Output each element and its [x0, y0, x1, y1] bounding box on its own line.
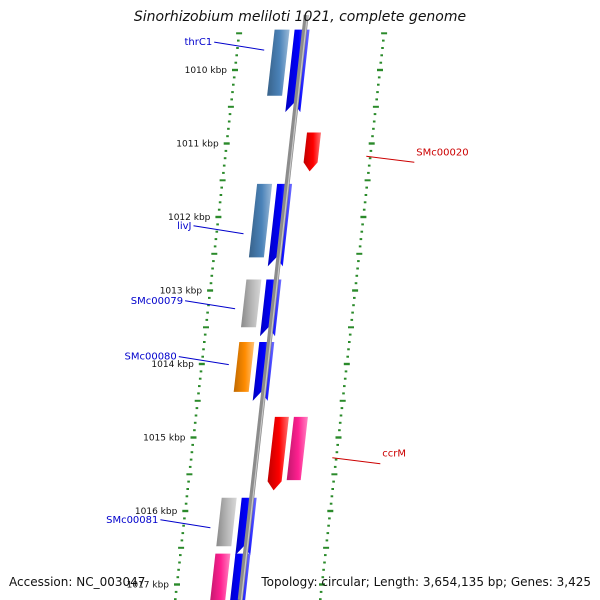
ruler: 1010 kbp 1011 kbp 1012 kbp 1013 kbp 1014 kbp…: [127, 66, 228, 591]
ruler-tick-label: 1016 kbp: [135, 507, 178, 517]
gene-label-leader: [332, 457, 381, 465]
ruler-tick-label: 1012 kbp: [168, 213, 211, 223]
gene-feature-forward: [267, 29, 290, 96]
tick-marks: [174, 32, 388, 600]
backbone-layer: [237, 14, 309, 600]
genome-backbone: [237, 14, 309, 600]
genome-summary-text: Topology: circular; Length: 3,654,135 bp…: [261, 575, 591, 589]
gene-label-leader: [185, 300, 236, 310]
ruler-tick-label: 1017 kbp: [127, 581, 170, 591]
gene-label[interactable]: SMc00081: [106, 515, 158, 526]
gene-feature-forward: [233, 342, 255, 392]
gene-labels: thrC1 livJ SMc00079 SMc00080 SMc00081 SMc0002…: [106, 37, 469, 529]
gene-label[interactable]: ccrM: [382, 449, 406, 460]
gene-label[interactable]: thrC1: [184, 37, 212, 48]
ruler-tick-label: 1013 kbp: [160, 287, 203, 297]
gene-feature-forward: [248, 183, 273, 258]
accession-text: Accession: NC_003047: [9, 575, 146, 589]
gene-feature-reverse: [303, 132, 321, 172]
gene-feature-forward: [210, 553, 231, 600]
gene-feature-reverse: [286, 416, 308, 481]
ruler-tick-label: 1014 kbp: [151, 360, 194, 370]
gene-label-leader: [160, 519, 211, 529]
gene-label-leader: [193, 225, 244, 235]
gene-label[interactable]: SMc00079: [131, 296, 183, 307]
gene-label[interactable]: SMc00080: [125, 352, 177, 363]
gene-label[interactable]: livJ: [177, 221, 191, 232]
gene-label[interactable]: SMc00020: [416, 147, 468, 158]
ruler-tick-label: 1011 kbp: [176, 140, 219, 150]
ruler-tick-label: 1010 kbp: [185, 66, 228, 76]
gene-feature-reverse: [267, 416, 289, 491]
gene-feature-forward: [241, 279, 262, 328]
gene-label-leader: [214, 41, 265, 51]
gene-label-leader: [178, 356, 229, 366]
gene-label-leader: [366, 155, 415, 163]
backbone-highlight: [240, 14, 308, 600]
ruler-tick-label: 1015 kbp: [143, 434, 186, 444]
gene-feature-forward: [216, 497, 237, 547]
features: [210, 29, 321, 600]
map-title: Sinorhizobium meliloti 1021, complete ge…: [133, 9, 467, 25]
